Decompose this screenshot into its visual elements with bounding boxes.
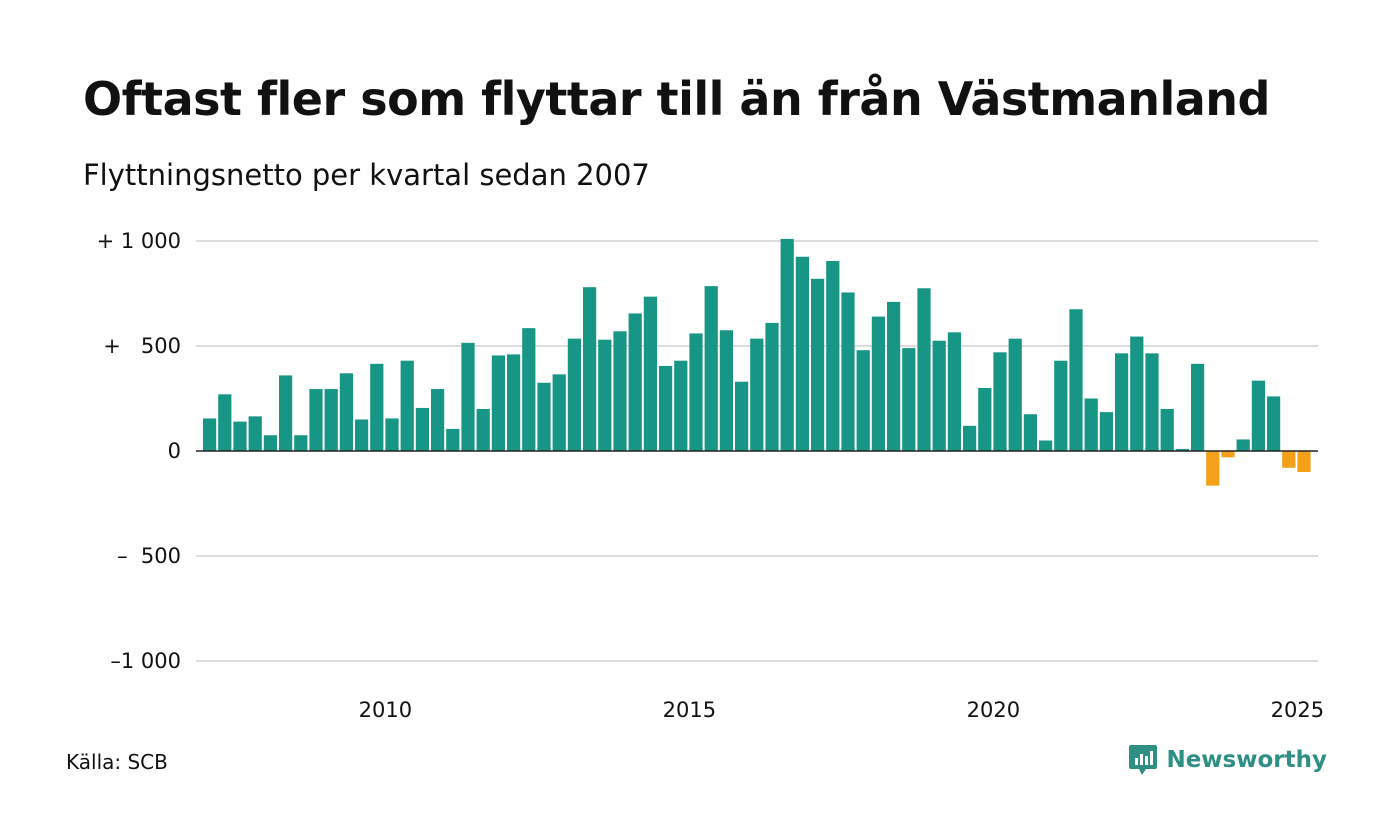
bar bbox=[1221, 451, 1235, 458]
y-tick-label: + 500 bbox=[103, 334, 181, 358]
bar bbox=[1130, 336, 1144, 451]
bar bbox=[1054, 360, 1068, 451]
bar bbox=[1145, 353, 1159, 451]
bar bbox=[993, 352, 1007, 451]
bar bbox=[659, 365, 673, 451]
bar bbox=[507, 354, 521, 451]
bar bbox=[643, 296, 657, 451]
bar-chart: + 1 000 + 500 0 – 500 –1 000 2010 2015 2020 2025 bbox=[97, 229, 1325, 722]
x-tick-label: 2015 bbox=[663, 698, 716, 722]
bar bbox=[1251, 380, 1265, 451]
bar bbox=[248, 416, 262, 451]
bar bbox=[461, 342, 475, 451]
bar bbox=[917, 288, 931, 451]
bar bbox=[963, 425, 977, 451]
bar bbox=[1160, 409, 1174, 451]
bar bbox=[522, 328, 536, 451]
y-tick-label: –1 000 bbox=[110, 649, 181, 673]
bar bbox=[583, 287, 597, 451]
bar bbox=[1084, 398, 1098, 451]
bar bbox=[628, 313, 642, 451]
bar bbox=[1099, 412, 1113, 451]
bar bbox=[1267, 396, 1281, 451]
bar bbox=[932, 340, 946, 451]
bar bbox=[719, 330, 733, 451]
bar bbox=[370, 363, 384, 451]
bar bbox=[552, 374, 566, 451]
bar bbox=[689, 333, 703, 451]
bar bbox=[1039, 440, 1053, 451]
bar bbox=[1297, 451, 1311, 472]
bar bbox=[902, 348, 916, 451]
chart-subtitle: Flyttningsnetto per kvartal sedan 2007 bbox=[83, 158, 650, 192]
bar bbox=[1191, 363, 1205, 451]
bar bbox=[1069, 309, 1083, 451]
bar bbox=[978, 388, 992, 451]
bar bbox=[826, 260, 840, 451]
bar bbox=[704, 286, 718, 451]
newsworthy-logo-icon bbox=[1129, 745, 1158, 775]
bar bbox=[811, 278, 825, 451]
bar bbox=[537, 382, 551, 451]
bars bbox=[203, 238, 1311, 486]
bar bbox=[476, 409, 490, 451]
bar bbox=[339, 373, 353, 451]
source-label: Källa: SCB bbox=[66, 750, 168, 774]
bar bbox=[674, 360, 688, 451]
bar bbox=[887, 301, 901, 451]
bar bbox=[765, 322, 779, 451]
x-tick-label: 2010 bbox=[359, 698, 412, 722]
bar bbox=[841, 292, 855, 451]
x-tick-label: 2025 bbox=[1271, 698, 1324, 722]
bar bbox=[613, 331, 627, 451]
axis-labels: + 1 000 + 500 0 – 500 –1 000 2010 2015 2020 2025 bbox=[97, 229, 1325, 722]
bar bbox=[294, 435, 308, 451]
bar bbox=[218, 394, 232, 451]
y-tick-label: – 500 bbox=[117, 544, 181, 568]
bar bbox=[795, 256, 809, 451]
bar bbox=[203, 418, 217, 451]
bar bbox=[1023, 414, 1037, 451]
bar bbox=[279, 375, 293, 451]
bar bbox=[400, 360, 414, 451]
bar bbox=[1008, 338, 1022, 451]
chart-title: Oftast fler som flyttar till än från Väs… bbox=[83, 72, 1270, 126]
bar bbox=[385, 418, 399, 451]
bar bbox=[355, 419, 369, 451]
bar bbox=[780, 238, 794, 451]
bar bbox=[1236, 439, 1250, 451]
brand-logo[interactable]: Newsworthy bbox=[1128, 743, 1327, 777]
bar bbox=[1115, 353, 1129, 451]
bar bbox=[856, 350, 870, 451]
bar bbox=[233, 421, 247, 451]
bar bbox=[598, 339, 612, 451]
y-tick-label: 0 bbox=[168, 439, 181, 463]
bar bbox=[567, 338, 581, 451]
bar bbox=[750, 338, 764, 451]
bar bbox=[415, 407, 429, 451]
x-tick-label: 2020 bbox=[967, 698, 1020, 722]
bar bbox=[947, 332, 961, 451]
bar bbox=[263, 435, 277, 451]
bar bbox=[491, 355, 505, 451]
bar bbox=[1206, 451, 1220, 486]
bar bbox=[446, 428, 460, 451]
bar bbox=[324, 389, 338, 451]
bar bbox=[431, 389, 445, 451]
bar bbox=[1282, 451, 1296, 468]
bar bbox=[735, 381, 749, 451]
bar bbox=[309, 389, 323, 451]
bar bbox=[871, 316, 885, 451]
brand-name: Newsworthy bbox=[1166, 747, 1327, 773]
y-tick-label: + 1 000 bbox=[97, 229, 181, 253]
bar bbox=[1175, 448, 1189, 451]
